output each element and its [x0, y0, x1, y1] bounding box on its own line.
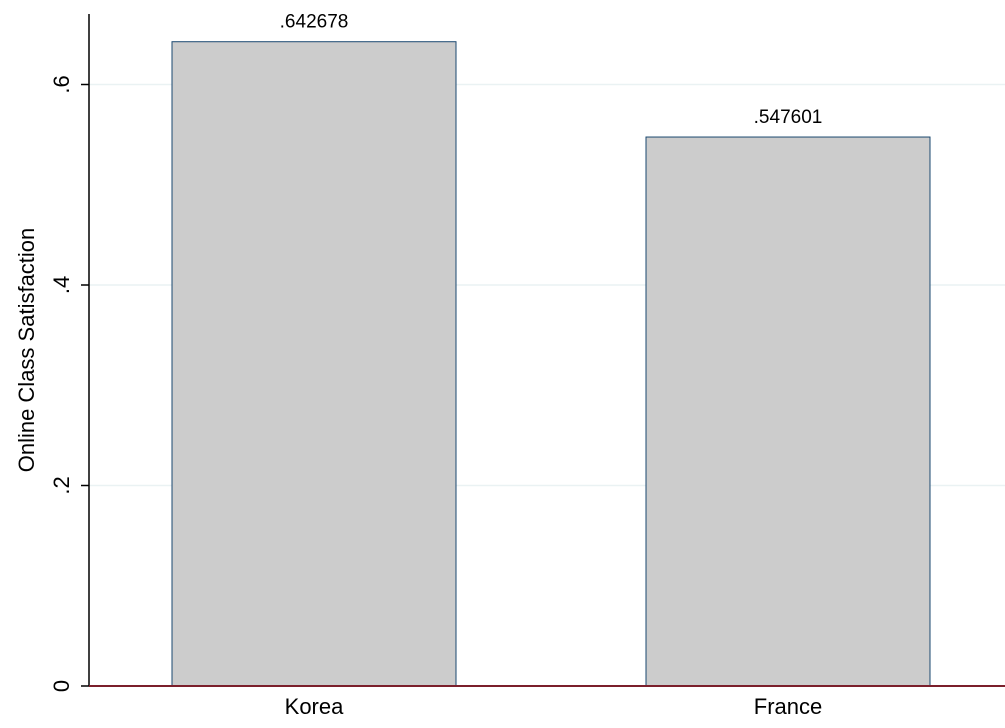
y-tick-label: .4 [49, 276, 74, 294]
y-ticks: 0 .2 .4 .6 [49, 75, 89, 692]
bar-france [645, 136, 931, 687]
x-tick-labels: Korea France [285, 694, 823, 719]
y-tick-label: 0 [49, 680, 74, 692]
y-tick-label: .6 [49, 75, 74, 93]
value-labels: .642678 .547601 [280, 12, 823, 128]
y-tick-label: .2 [49, 476, 74, 494]
bar-korea [171, 41, 457, 687]
bars [171, 41, 931, 687]
x-tick-label: France [754, 694, 822, 719]
y-axis-title: Online Class Satisfaction [14, 228, 39, 473]
axes [88, 14, 1005, 687]
value-label: .547601 [754, 107, 823, 128]
value-label: .642678 [280, 12, 349, 33]
x-tick-label: Korea [285, 694, 344, 719]
